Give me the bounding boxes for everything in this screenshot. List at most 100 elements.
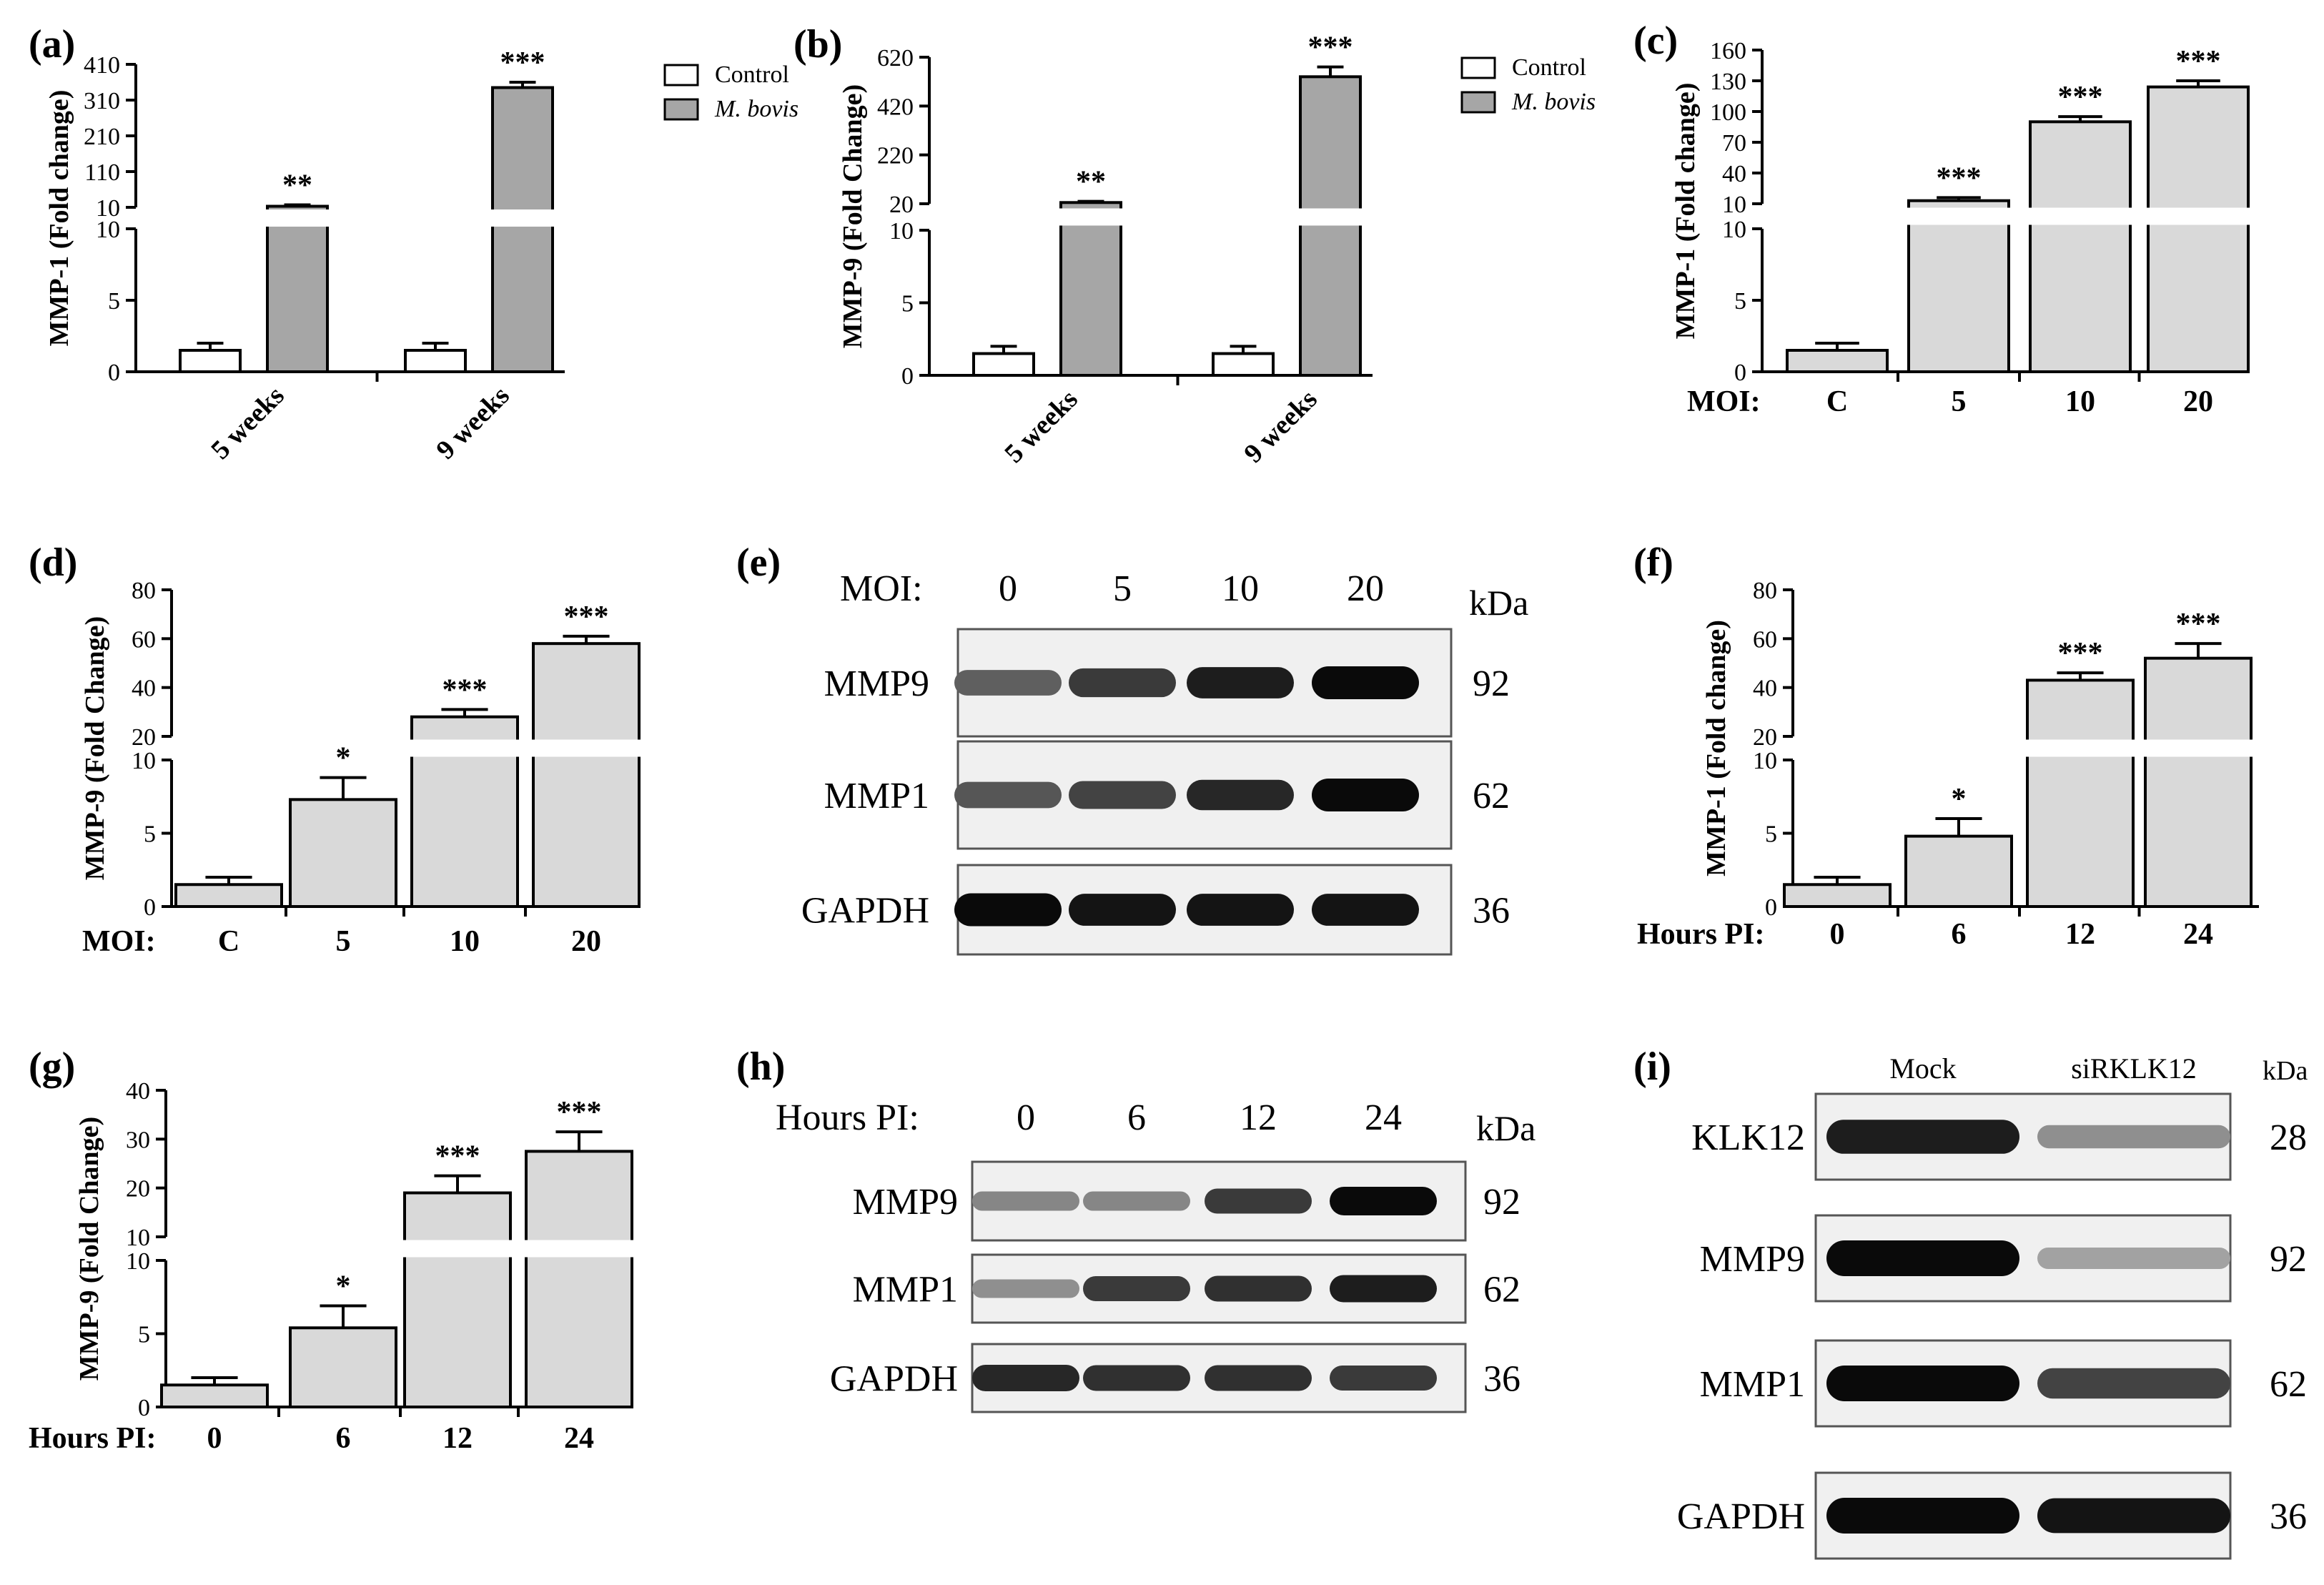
bar: [2026, 678, 2135, 909]
blot-band: [1205, 1365, 1312, 1391]
blot-band: [1826, 1240, 2019, 1276]
y-axis-label: MMP-1 (Fold change): [44, 90, 74, 347]
axis-break: [402, 1240, 513, 1258]
y-tick-label: 310: [84, 88, 120, 114]
kda-value: 36: [1483, 1359, 1521, 1400]
bar: [160, 1383, 269, 1408]
legend-label: M. bovis: [1511, 89, 1596, 115]
y-tick-label: 620: [877, 45, 914, 71]
y-axis-label: MMP-1 (Fold change): [1671, 83, 1701, 340]
bar-treated: [1059, 201, 1122, 377]
panel-tag: (a): [29, 22, 75, 66]
kda-value: 62: [1473, 776, 1510, 816]
y-tick-label: 40: [1722, 161, 1746, 187]
lane-label: 20: [1347, 568, 1384, 609]
x-tick-label: 20: [2183, 385, 2213, 418]
y-tick-label: 5: [901, 291, 914, 317]
bar: [1907, 199, 2010, 374]
y-tick-label: 10: [1722, 192, 1746, 218]
x-tick-label: 5 weeks: [999, 384, 1084, 469]
kda-value: 36: [1473, 891, 1510, 932]
legend: Control M. bovis: [663, 61, 798, 122]
bar: [1786, 349, 1889, 373]
header-label: MOI:: [840, 568, 923, 609]
x-tick-label: 6: [1952, 918, 1967, 951]
panel-tag: (e): [736, 540, 781, 585]
blot-band: [1069, 894, 1176, 926]
significance-label: ***: [1308, 31, 1353, 64]
y-tick-label: 5: [1765, 821, 1777, 848]
y-tick-label: 5: [108, 288, 120, 315]
significance-label: ***: [442, 673, 488, 706]
y-tick-label: 110: [84, 159, 120, 186]
x-tick-label: 5 weeks: [205, 380, 290, 465]
blot-band: [1826, 1366, 2019, 1401]
y-tick-label: 10: [132, 748, 156, 774]
axis-break: [2142, 739, 2254, 757]
blot-band: [1826, 1120, 2019, 1154]
panel-tag: (g): [29, 1045, 75, 1089]
x-tick-label: 12: [442, 1422, 473, 1455]
significance-label: ***: [500, 46, 545, 79]
lane-label: 0: [999, 568, 1017, 609]
y-tick-label: 5: [144, 821, 156, 848]
significance-label: ***: [1937, 162, 1982, 194]
significance-label: ***: [2058, 637, 2103, 670]
blot-band: [1312, 894, 1419, 926]
bar-control: [404, 349, 467, 373]
y-tick-label: 0: [1765, 894, 1777, 921]
y-tick-label: 160: [1710, 38, 1746, 64]
y-tick-label: 20: [132, 724, 156, 751]
blot-band: [1083, 1191, 1190, 1211]
legend-label: Control: [715, 61, 789, 88]
x-tick-label: 12: [2065, 918, 2095, 951]
blot-band: [972, 1365, 1079, 1391]
y-tick-label: 420: [877, 94, 914, 120]
blot-panel-i: (i) Mock siRKLK12 kDa KLK12 28 MMP9 92 MMP1 62 GAP…: [1633, 1045, 2308, 1560]
y-axis-label: MMP-9 (Fold Change): [838, 84, 868, 348]
axis-break: [2145, 207, 2251, 225]
y-axis-label: MMP-1 (Fold change): [1701, 620, 1731, 877]
bar: [532, 642, 641, 909]
y-tick-label: 100: [1710, 99, 1746, 126]
kda-header: kDa: [2263, 1056, 2308, 1086]
y-axis-label: MMP-9 (Fold Change): [74, 1117, 104, 1381]
axis-break: [1058, 208, 1124, 226]
blot-band: [1312, 666, 1419, 699]
blot-label: MMP1: [1700, 1364, 1805, 1405]
y-tick-label: 210: [84, 124, 120, 150]
y-tick-label: 0: [138, 1395, 150, 1421]
bar: [174, 883, 283, 908]
blot-band: [1312, 779, 1419, 811]
blot-label: GAPDH: [1677, 1496, 1805, 1537]
blot-label: MMP9: [853, 1182, 958, 1223]
y-tick-label: 20: [1753, 724, 1777, 751]
axis-break: [264, 209, 330, 227]
significance-label: *: [336, 1270, 351, 1303]
x-tick-label: 24: [564, 1422, 594, 1455]
axis-break: [523, 1240, 635, 1258]
blot-band: [1826, 1498, 2019, 1534]
y-tick-label: 410: [84, 52, 120, 79]
significance-label: *: [336, 742, 351, 775]
blot-band: [1083, 1365, 1190, 1391]
blot-label: GAPDH: [830, 1359, 958, 1400]
bar-control: [1212, 352, 1275, 377]
blot-band: [1205, 1188, 1312, 1214]
y-tick-label: 5: [138, 1322, 150, 1348]
legend-swatch: [663, 98, 699, 121]
y-tick-label: 0: [108, 360, 120, 386]
blot-band: [1069, 668, 1176, 698]
blot-band: [2037, 1125, 2230, 1149]
bar: [1904, 834, 2013, 908]
bar: [289, 1326, 397, 1409]
blot-band: [1205, 1275, 1312, 1302]
blot-band: [954, 893, 1062, 927]
x-tick-label: 24: [2183, 918, 2213, 951]
blot-label: MMP1: [824, 776, 929, 816]
significance-label: ***: [2058, 81, 2103, 114]
